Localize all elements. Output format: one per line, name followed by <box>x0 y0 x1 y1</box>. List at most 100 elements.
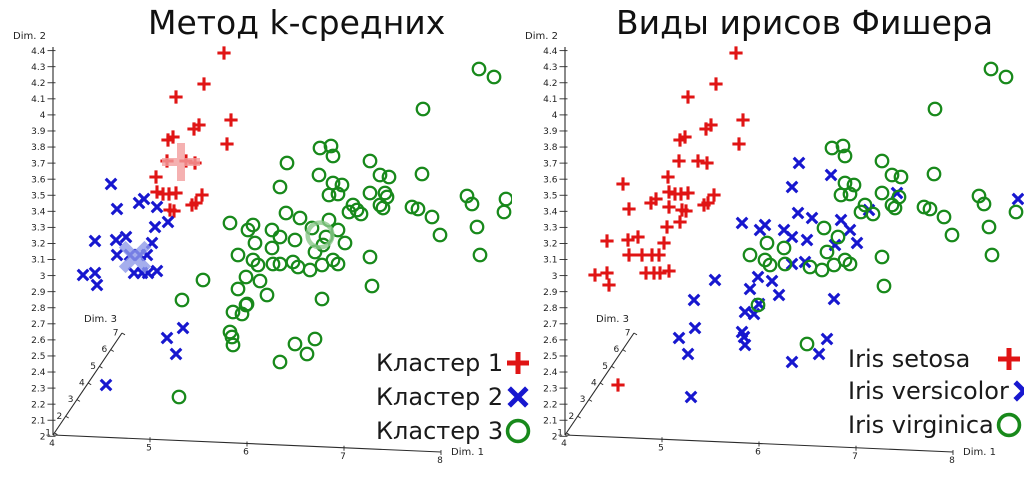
legend-label: Кластер 3 <box>376 417 504 445</box>
x-axis-label: Dim. 1 <box>451 447 484 458</box>
svg-text:4.2: 4.2 <box>31 79 45 89</box>
svg-text:4.4: 4.4 <box>543 47 558 57</box>
svg-text:2: 2 <box>40 433 46 443</box>
svg-text:4: 4 <box>591 378 597 388</box>
svg-text:7: 7 <box>113 329 119 339</box>
legend-label: Кластер 2 <box>376 383 504 411</box>
svg-text:3.1: 3.1 <box>543 256 557 266</box>
blue-x-marker-icon <box>1009 376 1024 406</box>
svg-text:6: 6 <box>243 448 249 458</box>
svg-text:3.9: 3.9 <box>31 127 46 137</box>
svg-text:5: 5 <box>658 443 664 453</box>
svg-text:3.8: 3.8 <box>543 143 558 153</box>
legend-label: Кластер 1 <box>376 349 504 377</box>
svg-text:3.2: 3.2 <box>31 240 45 250</box>
svg-text:2: 2 <box>568 412 574 422</box>
svg-text:6: 6 <box>755 448 761 458</box>
svg-text:2.4: 2.4 <box>31 368 46 378</box>
legend-item-cluster-1: Кластер 1 <box>376 347 530 379</box>
svg-text:4: 4 <box>49 439 55 449</box>
red-plus-marker-icon <box>503 348 533 378</box>
svg-text:4.1: 4.1 <box>543 95 557 105</box>
svg-text:2: 2 <box>56 412 62 422</box>
species-plot-canvas: 2 2.1 2.2 2.3 2.4 2.5 2.6 2.7 2.8 2.9 3 3.1 3.2 3.3 3.… <box>543 46 1024 466</box>
legend-item-iris-virginica: Iris virginica <box>848 409 1024 441</box>
svg-text:3: 3 <box>552 272 558 282</box>
legend-label: Iris virginica <box>848 411 994 439</box>
svg-text:4.1: 4.1 <box>31 95 45 105</box>
svg-text:5: 5 <box>602 362 608 372</box>
svg-text:2: 2 <box>552 433 558 443</box>
axes <box>47 47 442 455</box>
x-axis-label: Dim. 1 <box>963 447 996 458</box>
svg-text:2.2: 2.2 <box>543 400 557 410</box>
y-axis-label: Dim. 2 <box>525 31 558 42</box>
svg-text:3.3: 3.3 <box>31 224 45 234</box>
kmeans-plot-title: Метод k-средних <box>148 3 446 42</box>
z-axis-label: Dim. 3 <box>596 314 629 325</box>
svg-text:3.4: 3.4 <box>31 208 46 218</box>
svg-text:3.5: 3.5 <box>543 191 557 201</box>
species-plot-title: Виды ирисов Фишера <box>616 3 994 42</box>
y-axis-label: Dim. 2 <box>13 31 46 42</box>
svg-text:3: 3 <box>580 395 586 405</box>
svg-text:6: 6 <box>613 345 619 355</box>
svg-text:4.3: 4.3 <box>543 63 557 73</box>
svg-text:2.1: 2.1 <box>31 416 45 426</box>
svg-text:2.7: 2.7 <box>31 320 45 330</box>
svg-text:3.5: 3.5 <box>31 191 45 201</box>
svg-text:4: 4 <box>561 439 567 449</box>
svg-text:3.7: 3.7 <box>543 159 557 169</box>
svg-text:3.9: 3.9 <box>543 127 558 137</box>
svg-text:1: 1 <box>557 428 563 438</box>
svg-text:2.3: 2.3 <box>31 384 45 394</box>
svg-text:6: 6 <box>101 345 107 355</box>
svg-text:7: 7 <box>852 452 858 462</box>
z-axis-label: Dim. 3 <box>84 314 117 325</box>
svg-text:4.4: 4.4 <box>31 47 46 57</box>
legend-item-iris-versicolor: Iris versicolor <box>848 375 1024 407</box>
svg-text:2.9: 2.9 <box>31 288 46 298</box>
legend-item-cluster-3: Кластер 3 <box>376 415 531 447</box>
kmeans-plot-panel: 2 2.1 2.2 2.3 2.4 2.5 2.6 2.7 2.8 2.9 3 3.1 3.2 3.3 3.… <box>13 3 531 466</box>
tick-labels: 2 2.1 2.2 2.3 2.4 2.5 2.6 2.7 2.8 2.9 3 3.1 3.2 3.3 3.… <box>31 47 443 466</box>
svg-text:2.8: 2.8 <box>543 304 558 314</box>
svg-text:3: 3 <box>68 395 74 405</box>
svg-text:2.5: 2.5 <box>31 352 45 362</box>
svg-text:7: 7 <box>340 452 346 462</box>
svg-text:2.1: 2.1 <box>543 416 557 426</box>
svg-text:3.6: 3.6 <box>31 175 46 185</box>
svg-text:4.2: 4.2 <box>543 79 557 89</box>
red-plus-marker-icon <box>994 344 1024 374</box>
svg-text:2.9: 2.9 <box>543 288 558 298</box>
legend-item-cluster-2: Кластер 2 <box>376 381 529 413</box>
green-circle-marker-icon <box>994 410 1024 440</box>
legend-item-iris-setosa: Iris setosa <box>848 343 1024 375</box>
svg-text:4: 4 <box>552 111 558 121</box>
svg-text:3.6: 3.6 <box>543 175 558 185</box>
svg-text:2.2: 2.2 <box>31 400 45 410</box>
kmeans-plot-canvas: 2 2.1 2.2 2.3 2.4 2.5 2.6 2.7 2.8 2.9 3 3.1 3.2 3.3 3.… <box>31 46 512 466</box>
svg-text:8: 8 <box>949 456 955 466</box>
svg-text:8: 8 <box>437 456 443 466</box>
svg-text:3.3: 3.3 <box>543 224 557 234</box>
scatter-points <box>588 46 1024 404</box>
svg-text:2.5: 2.5 <box>543 352 557 362</box>
axes <box>559 47 954 455</box>
svg-text:3.4: 3.4 <box>543 208 558 218</box>
svg-text:2.3: 2.3 <box>543 384 557 394</box>
svg-text:3.8: 3.8 <box>31 143 46 153</box>
svg-text:3.2: 3.2 <box>543 240 557 250</box>
legend-label: Iris setosa <box>848 345 971 373</box>
svg-text:3.1: 3.1 <box>31 256 45 266</box>
svg-text:1: 1 <box>45 428 51 438</box>
svg-text:5: 5 <box>146 443 152 453</box>
species-plot-panel: 2 2.1 2.2 2.3 2.4 2.5 2.6 2.7 2.8 2.9 3 3.1 3.2 3.3 3.… <box>512 0 1024 479</box>
svg-text:2.6: 2.6 <box>543 336 558 346</box>
svg-text:3: 3 <box>40 272 46 282</box>
tick-labels: 2 2.1 2.2 2.3 2.4 2.5 2.6 2.7 2.8 2.9 3 3.1 3.2 3.3 3.… <box>543 47 955 466</box>
svg-text:4: 4 <box>79 378 85 388</box>
svg-text:2.6: 2.6 <box>31 336 46 346</box>
svg-text:4: 4 <box>40 111 46 121</box>
